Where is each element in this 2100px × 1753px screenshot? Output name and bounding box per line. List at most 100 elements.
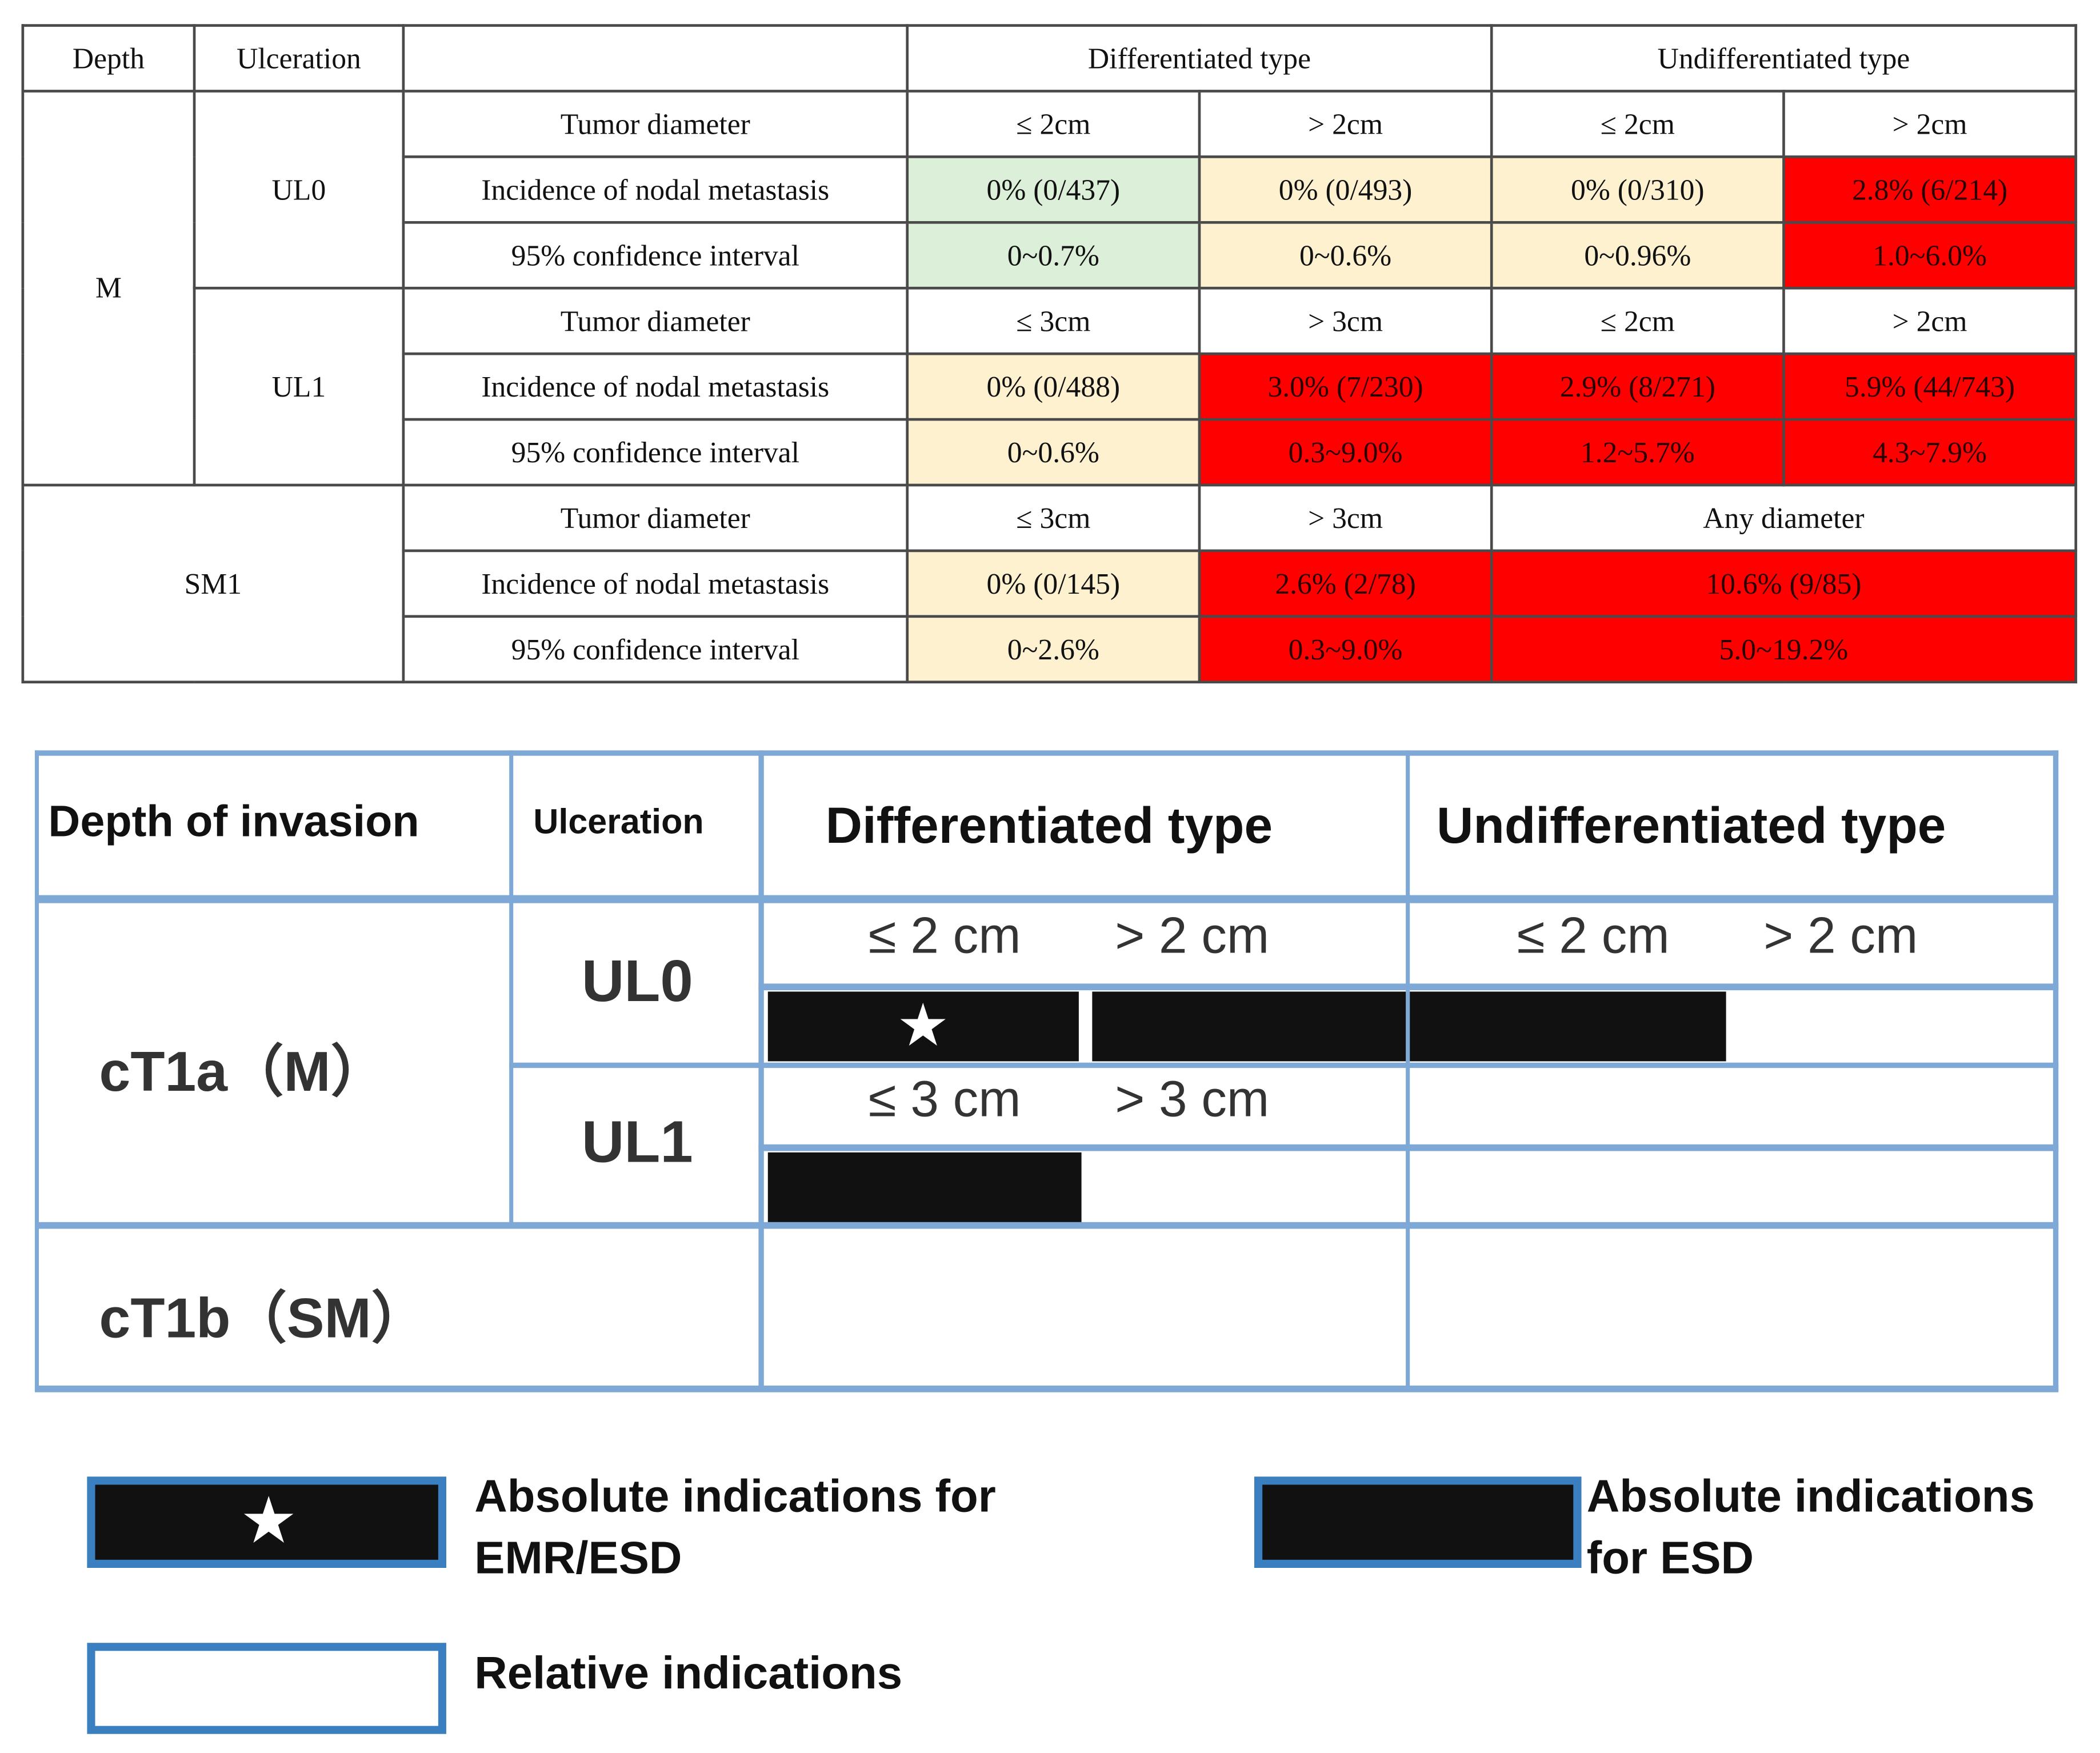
row-label: 95% confidence interval [402, 418, 909, 487]
row-label: Incidence of nodal metastasis [402, 155, 909, 224]
header-undifferentiated-type: Undifferentiated type [1437, 798, 1946, 855]
grid-line [34, 750, 39, 1391]
incidence-cell: 0% (0/310) [1490, 155, 1785, 224]
grid-line [34, 750, 2059, 756]
diameter-cell: ≤ 2cm [906, 90, 1201, 158]
table-row: Incidence of nodal metastasis 0% (0/437)… [23, 155, 2078, 224]
diameter-cell: > 3cm [1198, 483, 1493, 553]
header-blank [402, 24, 909, 93]
ulceration-ul0: UL0 [193, 90, 405, 290]
row-ct1b: cT1b（SM） [99, 1286, 428, 1350]
header-differentiated: Differentiated type [906, 24, 1493, 93]
grid-line [34, 1385, 2059, 1392]
diameter-cell: ≤ 3cm [906, 286, 1201, 355]
grid-line [758, 750, 764, 1391]
indication-diagram: Depth of invasion Ulceration Differentia… [34, 750, 2059, 1394]
grid-line [1406, 750, 1410, 1391]
table-row: UL1 Tumor diameter ≤ 3cm > 3cm ≤ 2cm > 2… [23, 286, 2078, 487]
grid-line [2053, 750, 2059, 1391]
table-row: 95% confidence interval 0~2.6% 0.3~9.0% … [23, 615, 2078, 684]
ci-cell: 0~0.96% [1490, 221, 1785, 290]
size-ul0-undiff-le2: ≤ 2 cm [1517, 908, 1670, 965]
incidence-cell: 2.8% (6/214) [1782, 155, 2078, 224]
diameter-cell: Any diameter [1490, 483, 2078, 553]
header-depth: Depth [21, 24, 196, 93]
row-ul0: UL0 [581, 948, 693, 1015]
table-row: Incidence of nodal metastasis 0% (0/145)… [23, 549, 2078, 618]
incidence-cell: 10.6% (9/85) [1490, 549, 2078, 618]
incidence-cell: 2.9% (8/271) [1490, 352, 1785, 421]
bar-esd-ul1-diff-le3 [767, 1152, 1082, 1222]
header-ulceration: Ulceration [533, 801, 704, 842]
diameter-cell: ≤ 2cm [1490, 286, 1785, 355]
ci-cell: 1.2~5.7% [1490, 418, 1785, 487]
table-row: M UL0 Tumor diameter ≤ 2cm > 2cm ≤ 2cm >… [21, 90, 2078, 487]
incidence-cell: 0% (0/437) [906, 155, 1201, 224]
diameter-cell: > 2cm [1198, 90, 1493, 158]
header-depth-of-invasion: Depth of invasion [48, 796, 419, 846]
ci-cell: 0.3~9.0% [1198, 615, 1493, 684]
legend-label-absolute-emr-esd: Absolute indications for EMR/ESD [474, 1471, 996, 1584]
row-ul1: UL1 [581, 1109, 693, 1175]
incidence-cell: 0% (0/145) [906, 549, 1201, 618]
row-label: Tumor diameter [402, 286, 909, 355]
size-ul0-diff-gt2: > 2 cm [1115, 908, 1270, 965]
grid-line [509, 750, 514, 1226]
nodal-metastasis-table: Depth Ulceration Differentiated type Und… [21, 24, 2078, 684]
incidence-cell: 5.9% (44/743) [1782, 352, 2078, 421]
row-ct1a: cT1a（M） [99, 1039, 387, 1103]
table-row: 95% confidence interval 0~0.7% 0~0.6% 0~… [23, 221, 2078, 290]
header-ulceration: Ulceration [193, 24, 405, 93]
table-row: Incidence of nodal metastasis 0% (0/488)… [23, 352, 2078, 421]
ci-cell: 0~0.6% [906, 418, 1201, 487]
incidence-cell: 3.0% (7/230) [1198, 352, 1493, 421]
legend-icon-empty-box [87, 1643, 446, 1734]
ci-cell: 1.0~6.0% [1782, 221, 2078, 290]
row-label: 95% confidence interval [402, 221, 909, 290]
bar-esd-undiff-le2 [1410, 991, 1726, 1062]
row-label: 95% confidence interval [402, 615, 909, 684]
ci-cell: 0~0.6% [1198, 221, 1493, 290]
size-ul0-diff-le2: ≤ 2 cm [868, 908, 1021, 965]
ci-cell: 0.3~9.0% [1198, 418, 1493, 487]
row-label: Tumor diameter [402, 483, 909, 553]
row-label: Incidence of nodal metastasis [402, 549, 909, 618]
star-icon: ★ [896, 992, 950, 1059]
row-label: Incidence of nodal metastasis [402, 352, 909, 421]
incidence-cell: 0% (0/488) [906, 352, 1201, 421]
bar-esd-diff-gt2 [1092, 991, 1406, 1062]
grid-line [34, 1222, 2059, 1229]
bar-emr-esd-diff-le2: ★ [767, 991, 1079, 1062]
legend-icon-black-bar-with-star: ★ [87, 1476, 446, 1568]
ci-cell: 0~2.6% [906, 615, 1201, 684]
diameter-cell: > 3cm [1198, 286, 1493, 355]
star-icon: ★ [239, 1486, 298, 1558]
row-label: Tumor diameter [402, 90, 909, 158]
diameter-cell: > 2cm [1782, 90, 2078, 158]
legend-label-absolute-esd: Absolute indications for ESD [1586, 1471, 2035, 1584]
grid-line [509, 1062, 2059, 1068]
ci-cell: 5.0~19.2% [1490, 615, 2078, 684]
grid-line [758, 1144, 2059, 1151]
header-undifferentiated: Undifferentiated type [1490, 24, 2078, 93]
table-row: 95% confidence interval 0~0.6% 0.3~9.0% … [23, 418, 2078, 487]
diameter-cell: ≤ 3cm [906, 483, 1201, 553]
diameter-cell: ≤ 2cm [1490, 90, 1785, 158]
ci-cell: 0~0.7% [906, 221, 1201, 290]
header-differentiated-type: Differentiated type [825, 798, 1273, 855]
ulceration-ul1: UL1 [193, 286, 405, 487]
diameter-cell: > 2cm [1782, 286, 2078, 355]
incidence-cell: 2.6% (2/78) [1198, 549, 1493, 618]
size-ul0-undiff-gt2: > 2 cm [1763, 908, 1918, 965]
header-row: Depth Ulceration Differentiated type Und… [21, 24, 2078, 93]
grid-line [758, 983, 2059, 991]
size-ul1-diff-gt3: > 3 cm [1115, 1072, 1270, 1128]
incidence-cell: 0% (0/493) [1198, 155, 1493, 224]
legend-label-relative: Relative indications [474, 1648, 903, 1699]
depth-sm1: SM1 [21, 483, 405, 684]
ci-cell: 4.3~7.9% [1782, 418, 2078, 487]
size-ul1-diff-le3: ≤ 3 cm [868, 1072, 1021, 1128]
legend-icon-black-bar [1254, 1476, 1582, 1568]
depth-m: M [21, 90, 196, 487]
